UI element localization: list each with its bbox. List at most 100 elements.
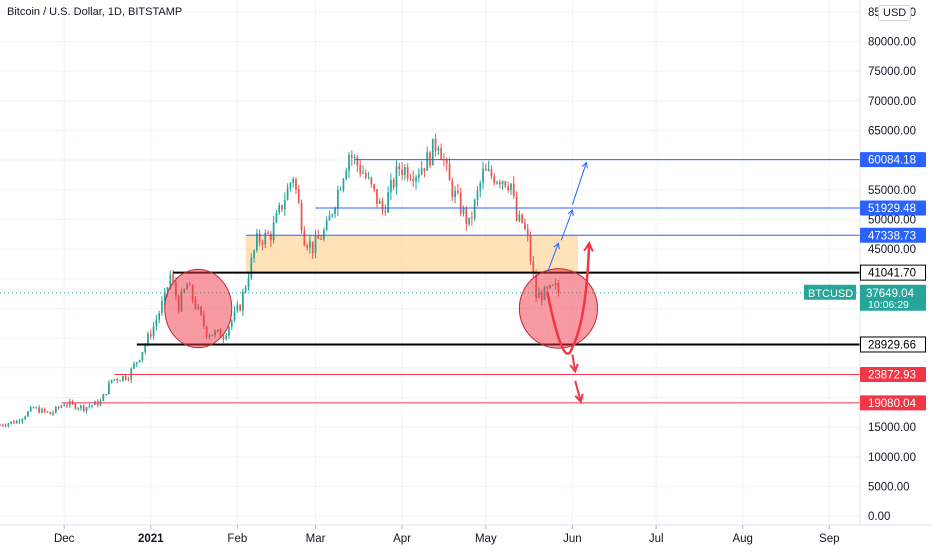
candle-body [57, 406, 60, 408]
blue-arrow-2-head [567, 209, 574, 217]
x-tick-label: Apr [393, 533, 411, 545]
candle-body [286, 187, 289, 201]
candle-body [127, 379, 130, 381]
candle-body [401, 169, 403, 175]
candle-body [471, 217, 473, 219]
candle-body [281, 204, 283, 210]
y-tick-label: 70000.00 [868, 96, 916, 108]
candle-body [526, 229, 529, 236]
y-tick-label: 45000.00 [868, 244, 916, 256]
candle-body [311, 241, 314, 254]
candle-body [348, 154, 350, 171]
candle-body [7, 423, 10, 426]
candle-body [267, 232, 269, 234]
red-arrow-down-1 [571, 354, 577, 372]
candle-body [431, 138, 434, 166]
candle-body [468, 217, 470, 224]
candle-body [13, 421, 15, 424]
candle-body [532, 261, 535, 275]
candle-body [451, 180, 454, 198]
candle-body [490, 169, 493, 177]
blue-arrow-3 [571, 162, 587, 205]
y-tick-label: 75000.00 [868, 66, 916, 78]
candle-body [440, 148, 443, 160]
red-arrow-down-2-head [574, 393, 584, 404]
candle-body [283, 200, 286, 210]
candle-body [426, 152, 429, 171]
candle-body [342, 179, 345, 190]
candle-body [15, 420, 18, 424]
candle-body [395, 166, 398, 188]
price-tag: 60084.18 [868, 155, 916, 167]
candle-body [429, 152, 431, 166]
candle-body [172, 274, 174, 282]
currency-button[interactable]: USD [878, 5, 912, 21]
y-tick-label: 50000.00 [868, 214, 916, 226]
candle-body [465, 208, 468, 224]
price-tag-black-bg [860, 336, 926, 352]
price-tag: 19080.04 [868, 398, 917, 410]
candle-body [510, 183, 512, 191]
highlight-ellipse [164, 268, 233, 349]
candle-body [415, 177, 417, 182]
candle-body [392, 179, 395, 188]
candle-body [225, 335, 228, 340]
red-curve-arrow-head [583, 241, 594, 252]
candle-body [102, 394, 105, 402]
candle-body [384, 210, 387, 213]
candle-body [404, 166, 406, 175]
candle-body [269, 233, 272, 241]
candle-body [247, 278, 250, 288]
blue-arrow-2 [560, 209, 573, 241]
candle-body [376, 189, 378, 204]
candle-body [161, 301, 163, 314]
x-tick-label: Mar [306, 533, 326, 545]
candle-body [149, 333, 152, 337]
candle-body [155, 319, 158, 327]
demand-zone-rect [245, 235, 578, 273]
candle-body [10, 421, 13, 424]
candle-body [507, 186, 510, 191]
price-tag-black: 41041.70 [868, 268, 916, 280]
candle-body [264, 232, 267, 245]
price-tag-border [860, 336, 926, 353]
price-tag-bg [860, 395, 926, 411]
last-price-countdown: 10:06:29 [868, 299, 909, 311]
price-tag: 23872.93 [868, 369, 916, 381]
candle-body [289, 183, 292, 188]
x-tick-label: Feb [227, 533, 247, 545]
candle-body [119, 380, 121, 382]
x-tick-label: Jul [649, 533, 664, 545]
candle-body [1, 424, 4, 426]
highlight-ellipse [518, 268, 599, 349]
candle-body [27, 411, 29, 417]
candle-body [359, 165, 362, 174]
candle-body [233, 310, 236, 321]
candle-body [297, 189, 300, 204]
price-tag-border [860, 264, 926, 281]
candle-body [462, 208, 465, 214]
candle-body [256, 233, 258, 251]
candle-body [41, 408, 43, 413]
candle-body [353, 156, 356, 158]
candle-body [309, 241, 311, 248]
candle-body [88, 406, 91, 408]
candle-body [68, 401, 71, 406]
candle-body [29, 407, 32, 412]
candle-body [278, 204, 281, 214]
candle-body [52, 412, 54, 415]
x-tick-label: Sep [819, 533, 839, 545]
candle-body [420, 168, 423, 175]
candle-body [4, 425, 7, 427]
candle-body [314, 235, 317, 254]
candle-body [334, 208, 336, 215]
price-tag-bg [860, 200, 926, 216]
candle-body [412, 178, 415, 182]
candle-body [459, 192, 462, 214]
candle-body [74, 403, 77, 409]
red-arrow-down-1-head [569, 363, 579, 374]
candle-body [24, 416, 26, 420]
price-tag-bg [860, 366, 926, 382]
